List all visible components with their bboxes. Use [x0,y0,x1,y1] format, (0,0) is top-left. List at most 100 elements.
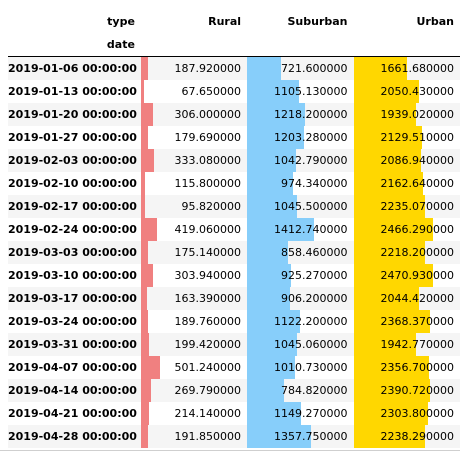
cell-value: 784.820000 [281,383,348,397]
cell-value: 199.420000 [174,337,242,351]
row-index-date: 2019-04-14 00:00:00 [8,383,137,397]
data-bar-rural [140,148,154,172]
row-index-date: 2019-04-07 00:00:00 [8,360,137,374]
header-spacer [247,32,354,57]
table-row: 2019-03-03 00:00:00 175.140000 858.460000 2… [8,240,460,264]
cell-value: 721.600000 [281,61,348,75]
cell-urban: 2086.940000 [353,148,460,172]
data-bar-suburban [247,309,301,333]
table-row: 2019-03-24 00:00:00 189.760000 1122.200000… [8,309,460,333]
row-index-date: 2019-01-20 00:00:00 [8,107,137,121]
column-header-urban: Urban [416,14,455,28]
cell-suburban: 1045.500000 [247,194,353,218]
cell-rural: 95.820000 [140,194,247,218]
cell-rural: 179.690000 [140,125,247,149]
row-index-date: 2019-02-03 00:00:00 [8,153,137,167]
cell-urban: 2303.800000 [353,401,460,425]
cell-urban: 2235.070000 [353,194,460,218]
cell-value: 306.000000 [174,107,242,121]
data-bar-rural [140,424,148,448]
cell-urban: 2356.700000 [353,355,460,379]
data-bar-suburban [247,401,302,425]
cell-urban: 2044.420000 [353,286,460,310]
cell-urban: 1661.680000 [353,57,460,80]
data-bar-suburban [247,57,282,80]
table-row: 2019-01-13 00:00:00 67.650000 1105.130000 2… [8,79,460,103]
table-row: 2019-03-31 00:00:00 199.420000 1045.060000… [8,332,460,356]
cell-value: 2044.420000 [380,291,454,305]
data-bar-urban [353,378,430,402]
table-row: 2019-01-27 00:00:00 179.690000 1203.280000… [8,125,460,149]
table-row: 2019-02-10 00:00:00 115.800000 974.340000 2… [8,171,460,195]
cell-value: 191.850000 [174,429,242,443]
cell-urban: 2390.720000 [353,378,460,402]
cell-urban: 2470.930000 [353,263,460,287]
data-bar-suburban [247,79,300,103]
data-bar-suburban [247,148,297,172]
cell-urban: 1942.770000 [353,332,460,356]
cell-suburban: 858.460000 [247,240,353,264]
data-bar-suburban [247,125,305,149]
cell-value: 175.140000 [174,245,242,259]
data-bar-urban [353,263,433,287]
data-bar-suburban [247,355,296,379]
table-row: 2019-02-24 00:00:00 419.060000 1412.740000… [8,217,460,241]
cell-rural: 269.790000 [140,378,247,402]
header-spacer [140,32,248,57]
cell-value: 1045.060000 [274,337,348,351]
cell-suburban: 1412.740000 [247,217,353,241]
table-row: 2019-03-10 00:00:00 303.940000 925.270000 2… [8,263,460,287]
data-bar-rural [140,309,148,333]
cell-suburban: 906.200000 [247,286,353,310]
row-index-date: 2019-04-28 00:00:00 [8,429,137,443]
table-row: 2019-01-06 00:00:00 187.920000 721.600000 1… [8,56,460,80]
cell-value: 2303.800000 [380,406,454,420]
output-bottom-divider [0,450,460,451]
cell-rural: 501.240000 [140,355,247,379]
row-index-date: 2019-01-06 00:00:00 [8,61,137,75]
cell-urban: 2050.430000 [353,79,460,103]
table-row: 2019-04-14 00:00:00 269.790000 784.820000 2… [8,378,460,402]
cell-suburban: 721.600000 [247,57,353,80]
data-bar-rural [140,102,153,126]
cell-value: 906.200000 [281,291,348,305]
data-bar-urban [353,332,416,356]
cell-rural: 115.800000 [140,171,247,195]
cell-value: 2050.430000 [380,84,454,98]
cell-value: 214.140000 [174,406,242,420]
cell-value: 1149.270000 [274,406,348,420]
cell-value: 1661.680000 [380,61,454,75]
cell-value: 2086.940000 [380,153,454,167]
cell-value: 1203.280000 [274,130,348,144]
cell-urban: 2238.290000 [353,424,460,448]
row-index-date: 2019-02-17 00:00:00 [8,199,137,213]
data-bar-suburban [247,332,298,356]
cell-value: 2466.290000 [380,222,454,236]
data-bar-suburban [247,378,285,402]
cell-rural: 191.850000 [140,424,247,448]
cell-rural: 333.080000 [140,148,247,172]
data-bar-urban [353,79,419,103]
cell-suburban: 1203.280000 [247,125,353,149]
table-row: 2019-04-07 00:00:00 501.240000 1010.730000… [8,355,460,379]
cell-value: 2390.720000 [380,383,454,397]
cell-suburban: 974.340000 [247,171,353,195]
cell-value: 1045.500000 [274,199,348,213]
cell-value: 925.270000 [281,268,348,282]
cell-urban: 1939.020000 [353,102,460,126]
data-bar-rural [140,286,147,310]
cell-suburban: 1122.200000 [247,309,353,333]
data-bar-rural [140,57,148,80]
cell-value: 1942.770000 [380,337,454,351]
data-bar-suburban [247,194,298,218]
cell-value: 1218.200000 [274,107,348,121]
cell-value: 179.690000 [174,130,242,144]
data-bar-rural [140,378,151,402]
columns-name-label: type [107,14,135,28]
cell-value: 2368.370000 [380,314,454,328]
cell-suburban: 1042.790000 [247,148,353,172]
data-bar-suburban [247,286,291,310]
cell-value: 501.240000 [174,360,242,374]
data-bar-urban [353,194,425,218]
header-spacer [353,32,460,57]
